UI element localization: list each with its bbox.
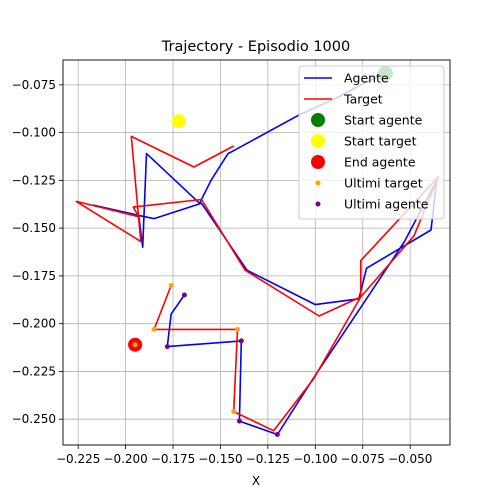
point-ultimi-agente [238, 338, 244, 344]
marker-start-target [171, 114, 186, 129]
y-tick-label: −0.250 [12, 412, 56, 426]
legend-box [298, 65, 445, 220]
legend-label-agente: Agente [344, 71, 389, 86]
point-ultimi-target [235, 326, 241, 332]
legend-swatch-ultimi-target [315, 180, 321, 186]
point-ultimi-target [132, 342, 138, 348]
legend-label-start-target: Start target [344, 134, 417, 149]
point-ultimi-agente [181, 292, 187, 298]
x-tick-label: −0.225 [56, 452, 100, 466]
point-ultimi-target [231, 409, 237, 415]
x-tick-label: −0.125 [246, 452, 290, 466]
point-ultimi-agente [164, 344, 170, 350]
y-tick-label: −0.125 [12, 173, 56, 187]
y-tick-label: −0.200 [12, 317, 56, 331]
legend-swatch-start-agente [311, 113, 325, 127]
x-tick-label: −0.050 [388, 452, 432, 466]
y-tick-label: −0.075 [12, 78, 56, 92]
legend-swatch-ultimi-agente [315, 201, 321, 207]
chart-title: Trajectory - Episodio 1000 [161, 39, 350, 55]
x-axis-label: X [252, 474, 260, 488]
point-ultimi-agente [274, 431, 280, 437]
legend-label-start-agente: Start agente [344, 113, 423, 128]
point-ultimi-target [151, 326, 157, 332]
legend-label-end-agente: End agente [344, 155, 416, 170]
series-line-target [75, 135, 440, 432]
point-ultimi-agente [236, 418, 242, 424]
x-tick-label: −0.150 [198, 452, 242, 466]
y-axis: −0.075 −0.100 −0.125 −0.150 −0.175 −0.200 −0.2… [12, 78, 63, 426]
point-ultimi-target [168, 282, 174, 288]
y-tick-label: −0.175 [12, 269, 56, 283]
legend-swatch-end-agente [311, 155, 325, 169]
x-tick-label: −0.200 [103, 452, 147, 466]
legend-label-ultimi-agente: Ultimi agente [344, 197, 429, 212]
y-tick-label: −0.225 [12, 364, 56, 378]
x-axis: −0.225 −0.200 −0.175 −0.150 −0.125 −0.100 −0.0… [56, 445, 432, 466]
y-tick-label: −0.150 [12, 221, 56, 235]
legend: Agente Target Start agente Start target End … [298, 65, 445, 220]
x-tick-label: −0.175 [151, 452, 195, 466]
x-tick-label: −0.100 [293, 452, 337, 466]
x-tick-label: −0.075 [341, 452, 385, 466]
plot-frame [62, 59, 451, 446]
legend-label-ultimi-target: Ultimi target [344, 176, 423, 191]
y-tick-label: −0.100 [12, 126, 56, 140]
legend-label-target: Target [343, 92, 383, 107]
legend-swatch-start-target [311, 134, 325, 148]
